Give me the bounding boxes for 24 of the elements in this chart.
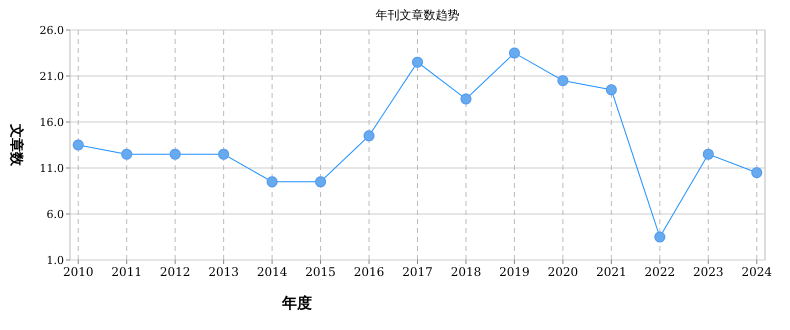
x-tick-label: 2019 [499, 265, 530, 279]
x-tick-label: 2013 [208, 265, 239, 279]
x-tick-label: 2021 [596, 265, 627, 279]
y-tick-label: 21.0 [40, 70, 64, 83]
y-tick-label: 1.0 [46, 254, 64, 267]
chart-title: 年刊文章数趋势 [376, 8, 460, 22]
y-tick-label: 16.0 [40, 116, 64, 129]
x-tick-label: 2010 [62, 265, 94, 279]
x-axis-title: 年度 [281, 294, 312, 312]
y-tick-label: 6.0 [46, 208, 64, 221]
x-tick-label: 2018 [450, 265, 482, 279]
x-tick-label: 2023 [693, 265, 724, 279]
x-tick-label: 2016 [354, 265, 384, 279]
y-axis-title: 文章数 [8, 123, 25, 167]
x-tick-label: 2020 [548, 265, 578, 279]
x-tick-label: 2014 [256, 265, 288, 279]
x-tick-label: 2015 [305, 265, 336, 279]
y-tick-label: 26.0 [40, 24, 64, 37]
x-tick-label: 2022 [644, 265, 676, 279]
x-tick-label: 2012 [160, 265, 190, 279]
x-tick-label: 2011 [111, 265, 142, 279]
y-tick-label: 11.0 [40, 162, 64, 175]
x-tick-label: 2024 [741, 265, 772, 279]
x-tick-label: 2017 [402, 265, 433, 279]
